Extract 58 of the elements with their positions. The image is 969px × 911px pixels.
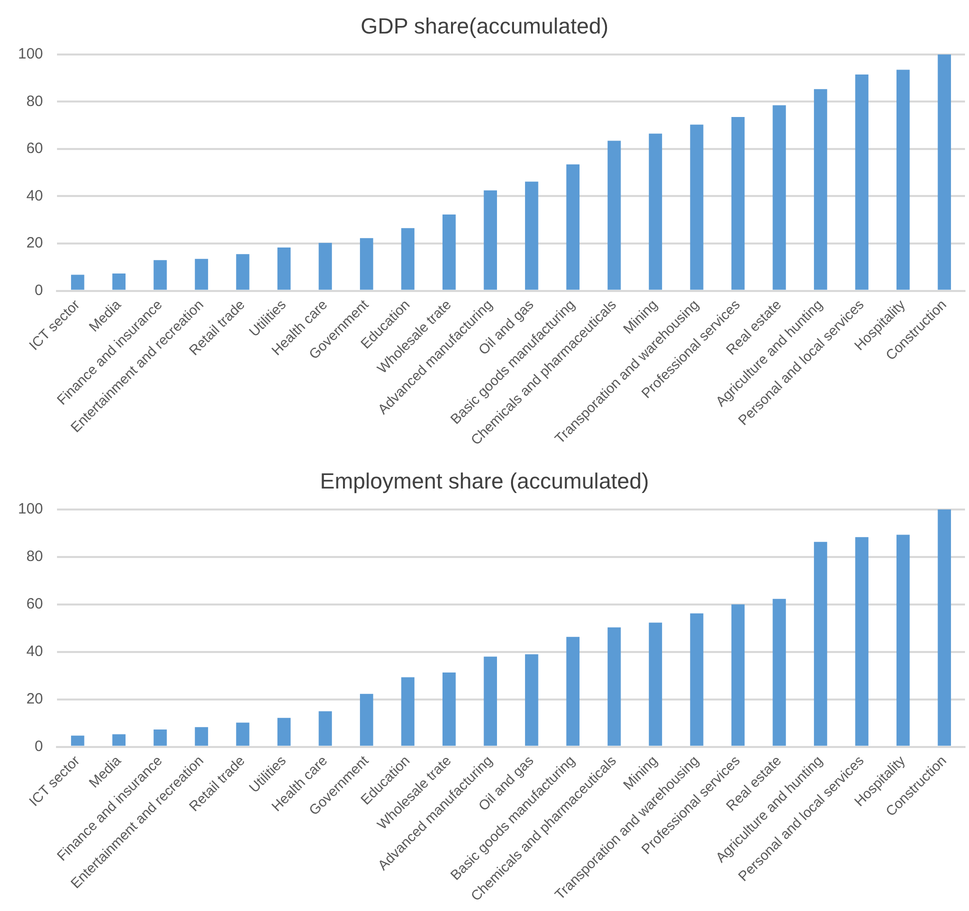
bar: [690, 124, 704, 290]
bar: [938, 509, 951, 746]
bar: [154, 260, 167, 290]
bar: [277, 248, 291, 290]
bar: [896, 534, 910, 746]
y-tick-label: 100: [18, 500, 44, 518]
bar: [566, 636, 580, 746]
y-tick-label: 60: [26, 596, 44, 613]
bar: [608, 140, 621, 290]
bar: [112, 734, 126, 746]
y-tick-label: 80: [26, 92, 44, 110]
y-tick-label: 20: [26, 234, 44, 252]
bar: [236, 254, 250, 290]
bar: [731, 117, 745, 290]
bar: [401, 228, 414, 290]
y-tick-label: 0: [34, 282, 44, 299]
y-tick-label: 0: [34, 738, 44, 755]
chart-title: GDP share(accumulated): [360, 13, 608, 38]
bar: [814, 89, 828, 290]
bar: [484, 190, 497, 290]
bar: [814, 542, 828, 746]
bar: [525, 182, 538, 290]
bar: [154, 729, 167, 746]
bar: [484, 656, 497, 746]
chart-title: Employment share (accumulated): [320, 468, 649, 494]
bar: [318, 711, 332, 746]
bar: [442, 214, 456, 290]
y-tick-label: 40: [26, 187, 44, 204]
bar: [71, 274, 84, 290]
y-tick-label: 20: [26, 690, 44, 708]
bar: [194, 727, 208, 746]
bar: [112, 274, 126, 290]
bar: [855, 537, 868, 746]
bar: [194, 258, 208, 290]
bar: [277, 718, 291, 746]
y-tick-label: 40: [26, 642, 44, 660]
bar: [566, 164, 580, 290]
bar: [690, 613, 704, 746]
bar: [772, 598, 786, 746]
bar: [360, 694, 374, 746]
y-tick-label: 100: [18, 46, 44, 63]
bar: [236, 722, 250, 746]
bar: [525, 654, 538, 746]
bar: [855, 74, 868, 290]
y-tick-label: 80: [26, 548, 44, 566]
bar: [608, 627, 621, 746]
bar: [772, 105, 786, 290]
bar: [938, 54, 951, 290]
bar: [648, 134, 662, 290]
bar: [648, 622, 662, 746]
bar: [442, 672, 456, 746]
bar: [731, 604, 745, 746]
bar: [896, 70, 910, 290]
bar: [318, 242, 332, 290]
y-tick-label: 60: [26, 140, 44, 158]
bar: [360, 238, 374, 290]
bar: [401, 677, 414, 746]
bar: [71, 736, 84, 746]
